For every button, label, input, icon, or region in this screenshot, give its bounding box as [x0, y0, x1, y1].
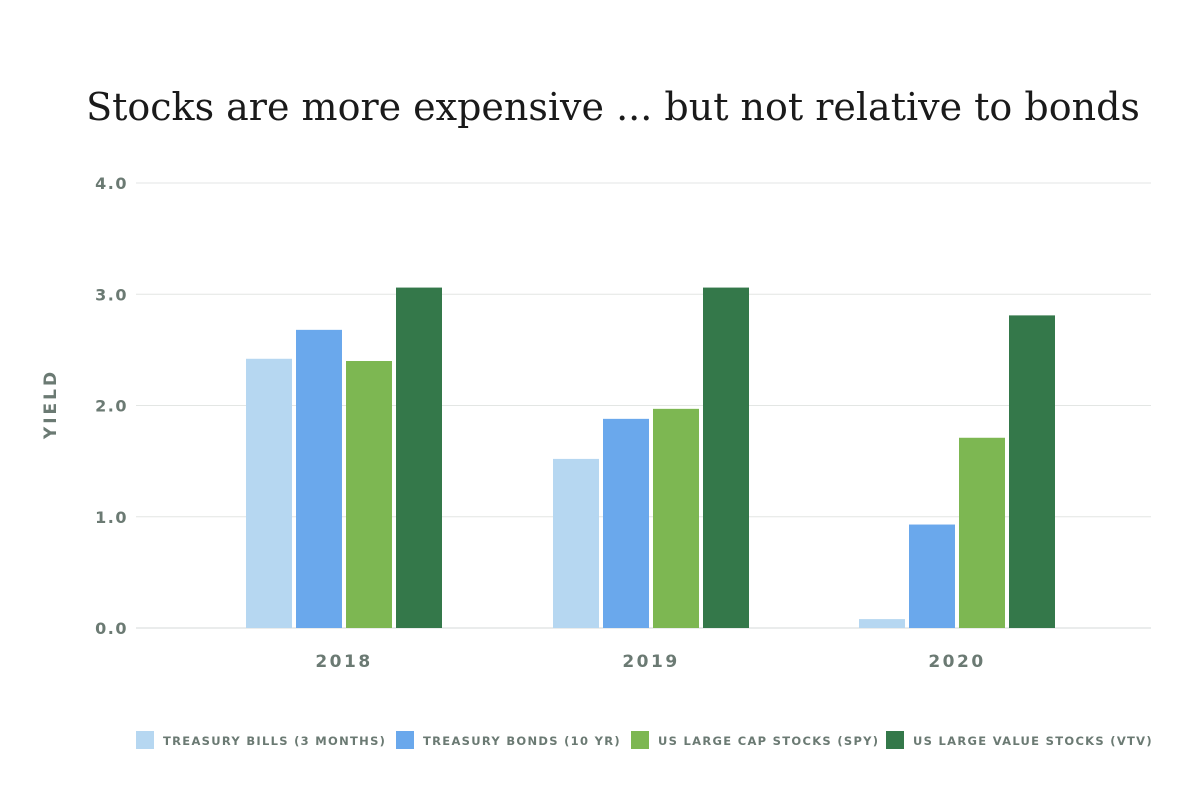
- legend-item: US LARGE CAP STOCKS (SPY): [631, 731, 879, 749]
- x-tick-label: 2019: [622, 652, 679, 672]
- bar-2020-series-4: [1009, 315, 1055, 628]
- y-tick-label: 0.0: [95, 619, 128, 638]
- y-axis-label: YIELD: [41, 369, 61, 440]
- chart-title: Stocks are more expensive ... but not re…: [86, 85, 1140, 129]
- y-tick-label: 3.0: [95, 285, 128, 304]
- y-tick-label: 2.0: [95, 397, 128, 416]
- x-axis-ticks: 2018 2019 2020: [315, 652, 985, 672]
- bar-2018-series-4: [396, 287, 442, 628]
- legend-label: TREASURY BILLS (3 MONTHS): [163, 734, 386, 748]
- legend-swatch: [396, 731, 414, 749]
- legend-label: US LARGE VALUE STOCKS (VTV): [913, 734, 1153, 748]
- legend: TREASURY BILLS (3 MONTHS) TREASURY BONDS …: [136, 731, 1153, 749]
- legend-swatch: [136, 731, 154, 749]
- bar-2019-series-4: [703, 287, 749, 628]
- bar-2020-series-3: [959, 437, 1005, 628]
- bar-2018-series-1: [246, 358, 292, 628]
- legend-label: US LARGE CAP STOCKS (SPY): [658, 734, 879, 748]
- bars: [246, 287, 1055, 628]
- y-tick-label: 4.0: [95, 174, 128, 193]
- legend-label: TREASURY BONDS (10 YR): [423, 734, 621, 748]
- bar-2019-series-2: [603, 418, 649, 628]
- y-axis-ticks: 0.0 1.0 2.0 3.0 4.0: [95, 174, 128, 638]
- legend-item: TREASURY BILLS (3 MONTHS): [136, 731, 386, 749]
- bar-2018-series-3: [346, 361, 392, 628]
- x-tick-label: 2020: [928, 652, 985, 672]
- bar-2019-series-1: [553, 458, 599, 628]
- legend-swatch: [886, 731, 904, 749]
- y-tick-label: 1.0: [95, 508, 128, 527]
- bar-2020-series-1: [859, 619, 905, 628]
- legend-swatch: [631, 731, 649, 749]
- legend-item: TREASURY BONDS (10 YR): [396, 731, 621, 749]
- legend-item: US LARGE VALUE STOCKS (VTV): [886, 731, 1153, 749]
- x-tick-label: 2018: [315, 652, 372, 672]
- bar-2018-series-2: [296, 329, 342, 628]
- bar-2019-series-3: [653, 408, 699, 628]
- bar-2020-series-2: [909, 524, 955, 628]
